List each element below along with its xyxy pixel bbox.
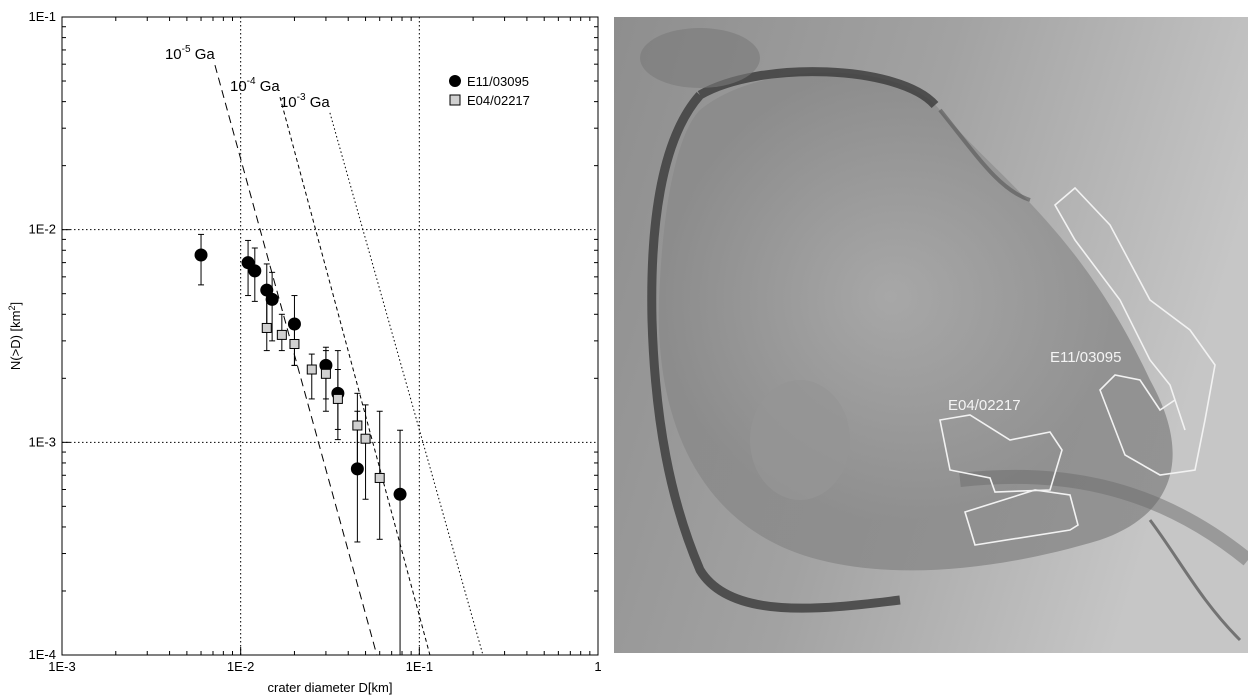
isochron-label: 10-5 Ga bbox=[165, 44, 215, 63]
data-point bbox=[290, 339, 299, 348]
y-tick-label: 1E-4 bbox=[29, 647, 56, 662]
isochron-base: 10 bbox=[230, 78, 247, 95]
y-tick-label: 1E-3 bbox=[29, 434, 56, 449]
figure: E11/03095 E04/02217 1E-3 1E-2 1E-1 1 1E-4 1E-… bbox=[0, 0, 1248, 700]
isochron-line bbox=[215, 65, 377, 655]
isochron-line bbox=[330, 113, 483, 655]
region-label: E04/02217 bbox=[948, 397, 1021, 414]
plot-frame bbox=[62, 17, 598, 655]
data-point bbox=[394, 488, 407, 501]
y-label-text: N(>D) [km bbox=[8, 311, 23, 371]
x-tick-label: 1E-2 bbox=[227, 659, 254, 674]
data-point bbox=[333, 394, 342, 403]
data-point bbox=[262, 323, 271, 332]
data-point bbox=[277, 330, 286, 339]
x-tick-label: 1E-1 bbox=[406, 659, 433, 674]
data-point bbox=[195, 249, 208, 262]
y-axis-label: N(>D) [km2] bbox=[7, 302, 23, 370]
legend-marker bbox=[450, 95, 460, 105]
isochron-base: 10 bbox=[165, 46, 182, 63]
data-point bbox=[266, 293, 279, 306]
y-tick-label: 1E-1 bbox=[29, 9, 56, 24]
isochron-label: 10-3 Ga bbox=[280, 92, 330, 111]
isochron-unit: Ga bbox=[306, 94, 331, 111]
legend-label: E04/02217 bbox=[467, 93, 530, 108]
y-label-end: ] bbox=[8, 302, 23, 306]
data-point bbox=[248, 264, 261, 277]
isochron-unit: Ga bbox=[256, 78, 281, 95]
x-tick-label: 1 bbox=[594, 659, 601, 674]
x-axis-label: crater diameter D[km] bbox=[268, 680, 393, 695]
data-point bbox=[361, 434, 370, 443]
data-point bbox=[307, 365, 316, 374]
data-point bbox=[321, 369, 330, 378]
isochron-base: 10 bbox=[280, 94, 297, 111]
isochron-unit: Ga bbox=[191, 46, 216, 63]
data-point bbox=[375, 473, 384, 482]
y-tick-label: 1E-2 bbox=[29, 222, 56, 237]
legend-label: E11/03095 bbox=[467, 74, 529, 89]
region-label: E11/03095 bbox=[1050, 349, 1121, 366]
page: {"chart_data": {"type": "scatter", "xlab… bbox=[0, 0, 1248, 700]
isochron-label: 10-4 Ga bbox=[230, 76, 280, 95]
legend-marker bbox=[449, 75, 461, 87]
isochron-line bbox=[280, 97, 430, 655]
terrain-image: E11/03095 E04/02217 bbox=[614, 17, 1248, 653]
data-point bbox=[353, 421, 362, 430]
